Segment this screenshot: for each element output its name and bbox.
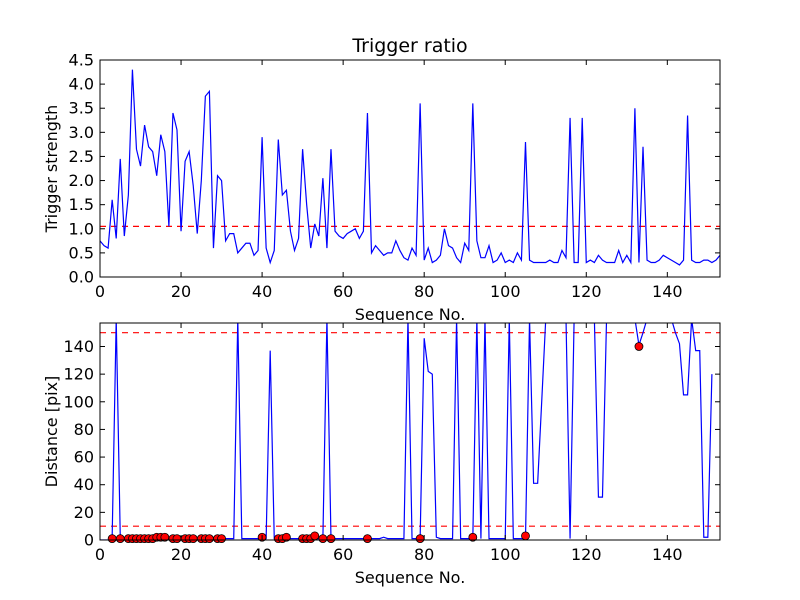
top-y-tick-label: 1.0 xyxy=(69,219,94,238)
bottom-marker-point xyxy=(115,534,125,544)
bottom-marker-point xyxy=(217,534,226,544)
bottom-marker-point xyxy=(363,534,372,544)
bottom-y-tick-label: 120 xyxy=(63,365,94,384)
bottom-x-tick-label: 80 xyxy=(414,545,434,564)
top-x-axis-label: Sequence No. xyxy=(355,305,466,324)
top-y-tick-label: 2.5 xyxy=(69,147,94,166)
bottom-y-tick-label: 40 xyxy=(74,475,94,494)
bottom-y-axis-label: Distance [pix] xyxy=(42,376,61,488)
bottom-y-tick-label: 100 xyxy=(63,392,94,411)
top-axes-frame xyxy=(99,59,721,278)
top-y-tick-label: 3.0 xyxy=(69,123,94,142)
bottom-chart: 0 20 40 60 80 100 120 140 0 20 40 60 80 100 120 140 Sequ… xyxy=(42,322,721,587)
bottom-marker-point xyxy=(634,342,644,351)
top-y-tick-label: 3.5 xyxy=(69,99,94,118)
bottom-x-tick-label: 0 xyxy=(95,545,105,564)
bottom-y-tick-label: 60 xyxy=(74,448,94,467)
bottom-marker-point xyxy=(310,531,320,541)
top-x-tick-label: 100 xyxy=(490,282,521,301)
bottom-marker-point xyxy=(415,534,425,544)
top-x-tick-label: 120 xyxy=(571,282,602,301)
top-y-tick-label: 4.5 xyxy=(69,51,94,70)
bottom-x-tick-label: 20 xyxy=(171,545,191,564)
top-y-tick-label: 4.0 xyxy=(69,75,94,94)
bottom-x-tick-label: 120 xyxy=(571,545,602,564)
bottom-x-tick-label: 60 xyxy=(333,545,353,564)
bottom-marker-point xyxy=(107,534,117,544)
bottom-x-tick-label: 140 xyxy=(652,545,683,564)
top-y-tick-label: 0.0 xyxy=(69,268,94,287)
top-series-line xyxy=(100,69,720,266)
bottom-marker-point xyxy=(282,532,291,542)
bottom-x-tick-label: 40 xyxy=(252,545,272,564)
top-y-tick-label: 2.0 xyxy=(69,171,94,190)
bottom-x-tick-label: 100 xyxy=(490,545,521,564)
bottom-marker-point xyxy=(188,534,198,544)
top-y-axis-label: Trigger strength xyxy=(42,105,61,234)
bottom-marker-point xyxy=(205,534,214,544)
bottom-marker-point xyxy=(172,534,182,544)
bottom-x-axis-label: Sequence No. xyxy=(355,568,466,587)
top-chart-title: Trigger ratio xyxy=(351,35,467,57)
bottom-marker-point xyxy=(318,534,328,544)
bottom-marker-point xyxy=(521,531,530,541)
bottom-axes-frame xyxy=(99,322,721,541)
top-x-tick-label: 20 xyxy=(171,282,191,301)
top-x-tick-label: 140 xyxy=(652,282,683,301)
top-x-tick-label: 40 xyxy=(252,282,272,301)
top-y-tick-label: 1.5 xyxy=(69,195,94,214)
bottom-y-tick-label: 80 xyxy=(74,420,94,439)
bottom-y-tick-label: 140 xyxy=(63,337,94,356)
bottom-y-tick-label: 0 xyxy=(84,531,94,550)
top-x-tick-label: 80 xyxy=(414,282,434,301)
bottom-marker-point xyxy=(326,534,336,544)
top-y-tick-label: 0.5 xyxy=(69,243,94,262)
top-chart: 0 20 40 60 80 100 120 140 0.0 0.5 1.0 1.5 2.0 2.5 3.0 3… xyxy=(42,51,721,324)
bottom-marker-point xyxy=(468,532,478,542)
bottom-y-tick-label: 20 xyxy=(74,503,94,522)
top-x-tick-label: 0 xyxy=(95,282,105,301)
top-x-tick-label: 60 xyxy=(333,282,353,301)
